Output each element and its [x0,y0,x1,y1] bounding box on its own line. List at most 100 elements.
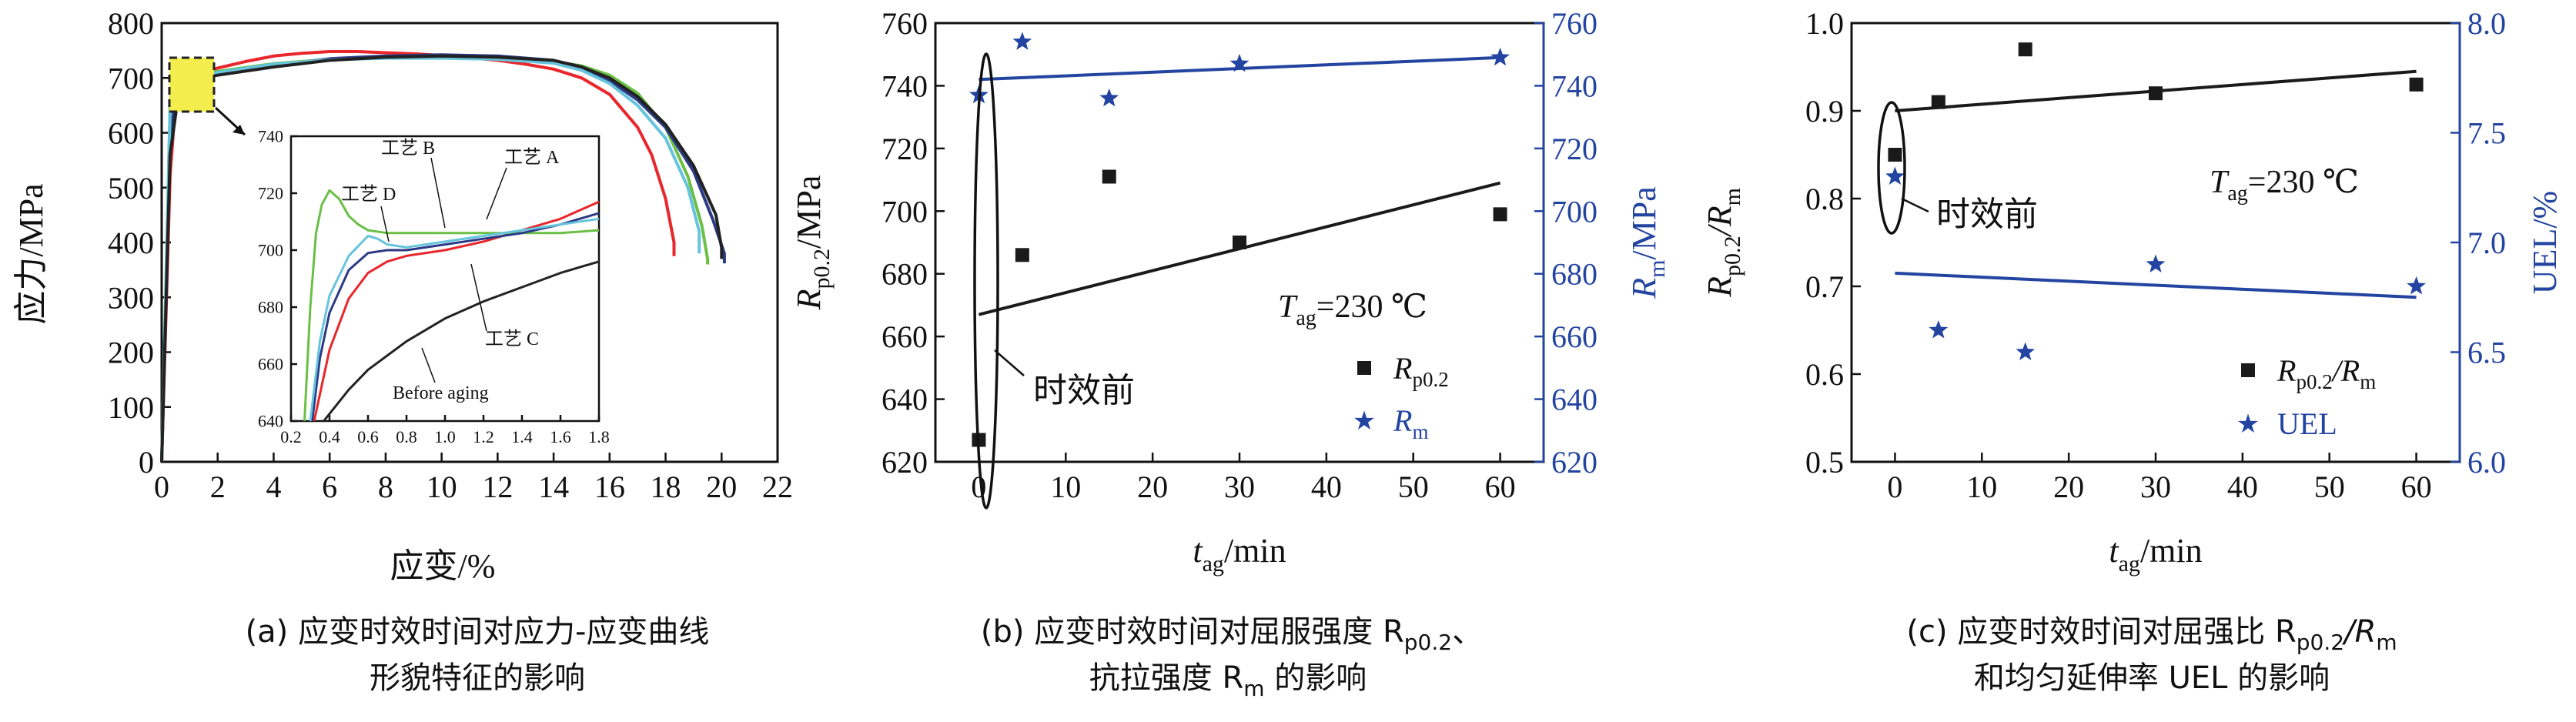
pa-y-label: 300 [108,280,154,315]
inset-label-process-d: 工艺 D [341,184,396,205]
panel-c-y2-ticks: 6.0 6.5 7.0 7.5 8.0 [2451,6,2506,480]
point-uel [1885,166,1905,185]
point-uel [2016,342,2036,360]
pc-x-label: 20 [2053,470,2084,504]
annotation-leader-b [994,349,1025,376]
pb-y-label: 760 [882,6,928,41]
panel-c-legend-uel: UEL [2277,406,2337,441]
point-uel [2407,276,2426,295]
pb-x-label: 30 [1224,470,1255,504]
pi-y-label: 640 [258,412,283,431]
legend-star-marker-c: ★ [2236,410,2260,439]
pb-x-label: 40 [1311,470,1342,504]
pc-y2-label: 6.0 [2467,445,2506,480]
legend-square-marker-c [2241,363,2255,377]
panel-b-temp-label: Tag=230 ℃ [1278,289,1427,330]
pc-y2-label: 7.5 [2467,116,2506,151]
pi-x-label: 0.2 [280,427,302,446]
before-aging-ellipse-c [1877,101,1906,235]
panel-c-y-label: Rp0.2/Rm [1701,188,1745,298]
pc-y-label: 0.8 [1805,182,1844,216]
panel-b-caption-line1: (b) 应变时效时间对屈服强度 Rp0.2、 [981,614,1483,655]
pa-x-label: 2 [210,470,226,504]
panel-c-annotation: 时效前 [1936,196,2038,233]
panel-a-x-ticks: 0 2 4 6 8 10 12 14 16 18 20 22 [154,453,793,504]
pa-x-label: 22 [762,470,793,504]
pb-y2-label: 660 [1551,319,1597,354]
inset-curve-3 [309,217,600,422]
pa-y-label: 200 [108,336,154,370]
point-ratio [1931,95,1945,109]
pb-x-label: 20 [1137,470,1168,504]
panel-c-x-ticks: 0 10 20 30 40 50 60 [1887,453,2432,504]
panel-a-x-label: 应变/% [390,547,496,585]
panel-c-temp-label: Tag=230 ℃ [2210,165,2359,206]
inset-y-ticks: 640 660 680 700 720 740 [258,127,297,431]
panel-a-caption-line1: (a) 应变时效时间对应力-应变曲线 [246,614,710,650]
panel-c-y-ticks: 0.5 0.6 0.7 0.8 0.9 1.0 [1805,6,1861,480]
pc-y2-label: 7.0 [2467,226,2506,260]
pb-y2-label: 640 [1551,383,1597,417]
pa-x-label: 10 [427,470,457,504]
pi-y-label: 660 [258,355,283,374]
fit-line-c-1 [1895,271,2417,299]
panel-b-y-label: Rp0.2/MPa [790,175,835,311]
pa-y-label: 600 [108,116,154,151]
point-rp02 [1102,169,1116,184]
pc-y-label: 0.5 [1805,445,1844,480]
pc-x-label: 60 [2401,470,2432,504]
point-ratio [2018,42,2032,57]
inset-curves [303,189,600,422]
pi-x-label: 1.8 [588,427,610,446]
inset-label-before-aging: Before aging [393,383,489,403]
inset-curve-0 [313,200,600,422]
point-ratio [2409,77,2424,92]
inset-label-process-b: 工艺 B [381,138,435,159]
panel-b-legend-rm: Rm [1393,403,1428,443]
pc-y-label: 0.9 [1805,94,1844,129]
pa-x-label: 12 [482,470,513,504]
point-uel [1929,320,1949,339]
pc-x-label: 10 [1966,470,1997,504]
panel-a-caption-line2: 形貌特征的影响 [370,660,585,696]
annotation-leader-c [1901,197,1929,213]
pb-y2-label: 720 [1551,132,1597,166]
panel-b-legend-rp: Rp0.2 [1393,351,1449,391]
pi-x-label: 1.2 [473,427,494,446]
inset-leader-c [470,263,487,332]
panel-a-y-label: 应力/MPa [12,183,50,324]
inset-curve-2 [311,212,600,422]
pi-x-label: 1.4 [511,427,533,446]
pc-y2-label: 6.5 [2467,336,2506,370]
legend-star-marker: ★ [1353,407,1376,436]
pc-y-label: 1.0 [1805,6,1844,41]
point-rp02 [1493,207,1507,222]
inset-curve-4 [323,260,600,422]
pb-y-label: 620 [882,445,928,480]
point-rm [1490,47,1510,66]
pa-x-label: 6 [322,470,337,504]
pb-y2-label: 740 [1551,69,1597,103]
pi-x-label: 1.0 [434,427,456,446]
panel-a-inset: 0.2 0.4 0.6 0.8 1.0 1.2 1.4 1.6 1.8 640 660 680 700… [258,127,610,446]
pb-x-label: 50 [1398,470,1429,504]
zoom-highlight-box [168,56,216,113]
panel-c: 0 10 20 30 40 50 60 0.5 0.6 0.7 0.8 0.9 1.0 6.0 6.5 7… [1701,6,2564,696]
pc-y2-label: 8.0 [2467,6,2506,41]
panel-c-x-label: tag/min [2109,532,2202,577]
panel-b-caption-line2: 抗拉强度 Rm 的影响 [1089,660,1367,701]
panel-b-x-label: tag/min [1193,532,1286,577]
panel-a-y-ticks: 0 100 200 300 400 500 600 700 800 [108,6,171,480]
inset-leader-before [421,347,436,383]
pb-x-label: 10 [1050,470,1081,504]
pa-x-label: 0 [154,470,169,504]
pi-x-label: 0.8 [396,427,417,446]
pa-x-label: 4 [266,470,281,504]
pa-y-label: 100 [108,390,154,425]
pi-x-label: 0.4 [319,427,340,446]
inset-leader-d [380,206,390,242]
pb-y-label: 720 [882,132,928,166]
pa-x-label: 8 [378,470,393,504]
